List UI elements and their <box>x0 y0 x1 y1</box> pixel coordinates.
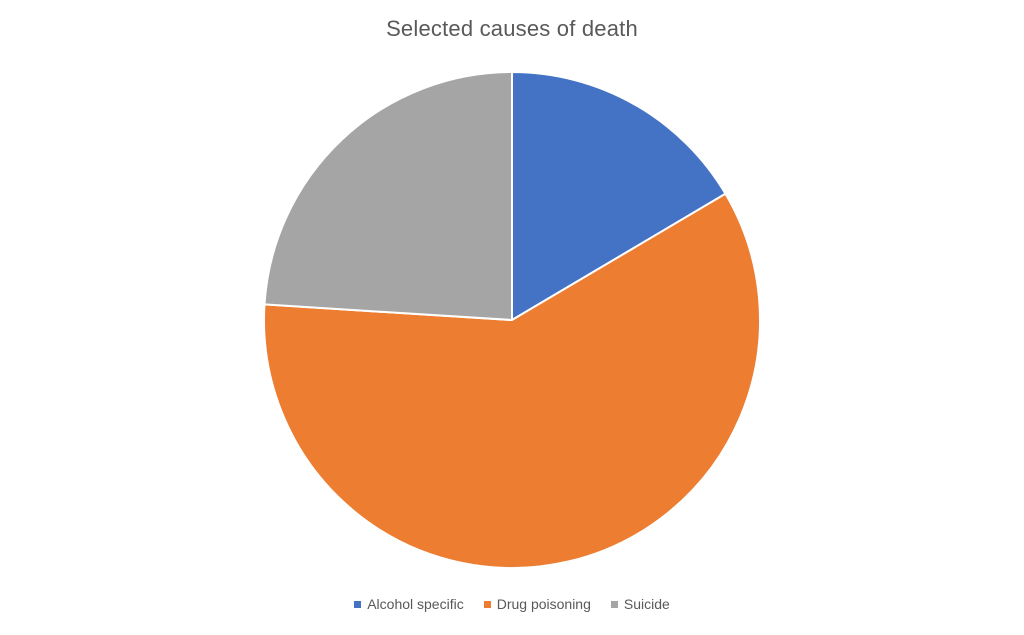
legend-label: Alcohol specific <box>367 596 464 612</box>
pie-slice-alcohol-specific <box>511 71 727 321</box>
legend-item-alcohol-specific: Alcohol specific <box>354 596 464 612</box>
legend-swatch <box>354 600 362 608</box>
legend-item-suicide: Suicide <box>610 596 670 612</box>
pie-slice-drug-poisoning <box>263 192 761 570</box>
legend-label: Suicide <box>623 596 670 612</box>
pie-slice-suicide <box>263 71 513 321</box>
legend-swatch <box>610 600 618 608</box>
legend-item-drug-poisoning: Drug poisoning <box>483 596 591 612</box>
chart-title: Selected causes of death <box>386 16 638 41</box>
legend-label: Drug poisoning <box>496 596 591 612</box>
pie-slices <box>263 71 761 570</box>
legend: Alcohol specific Drug poisoning Suicide <box>0 596 1024 612</box>
legend-swatch <box>483 600 491 608</box>
